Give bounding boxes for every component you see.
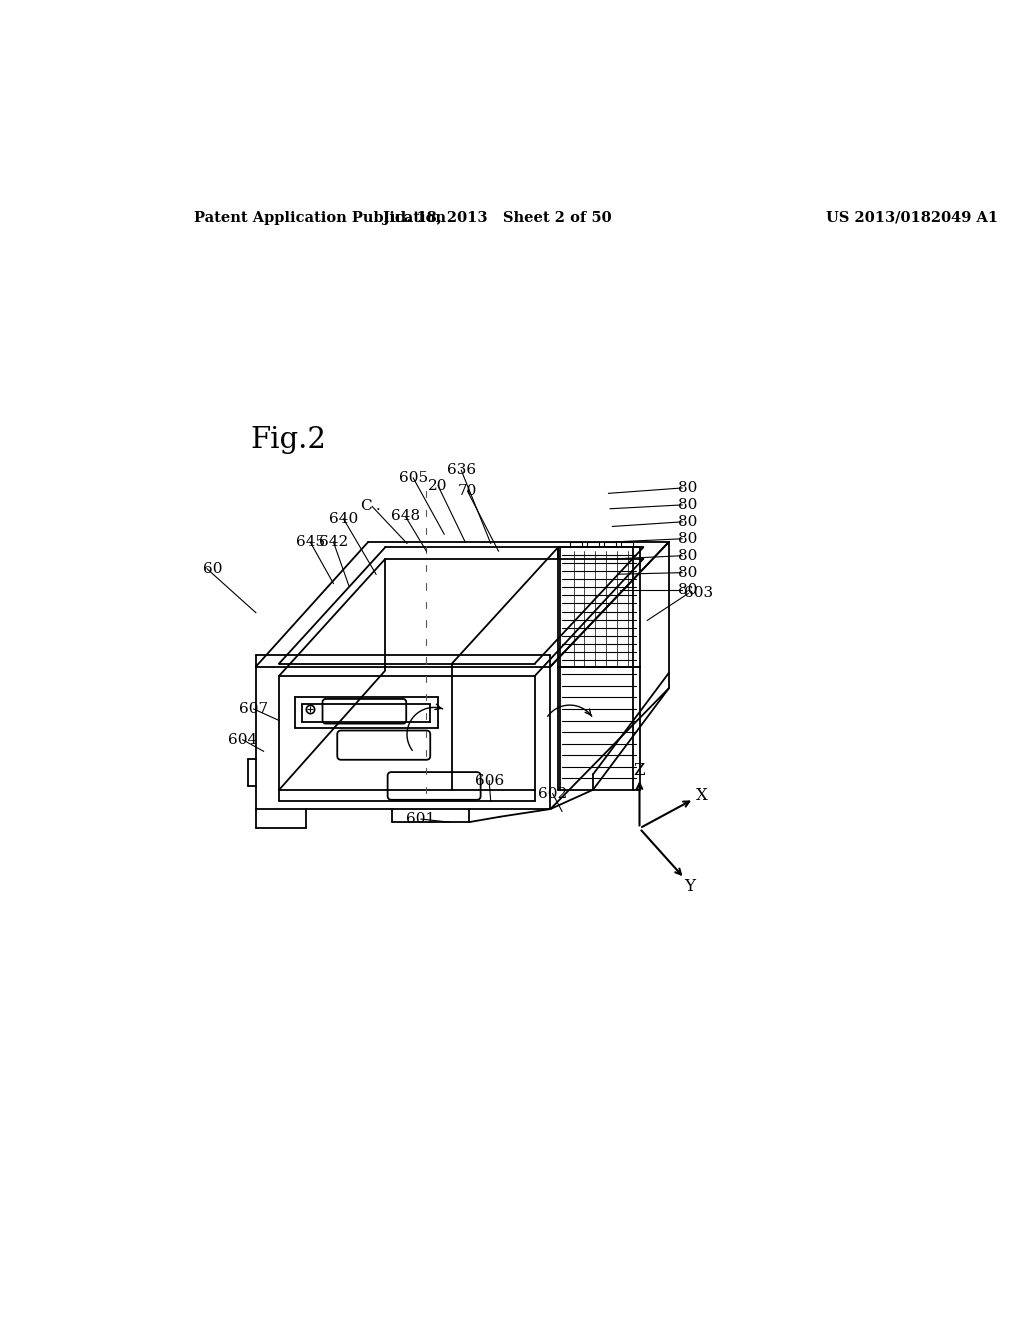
Text: 601: 601 [407,812,435,826]
Text: 648: 648 [391,510,420,524]
Text: Patent Application Publication: Patent Application Publication [194,211,445,224]
Text: 80: 80 [678,582,697,597]
Text: 604: 604 [228,733,257,747]
Text: 80: 80 [678,566,697,579]
Text: 645: 645 [296,535,325,549]
Text: 80: 80 [678,498,697,512]
Text: US 2013/0182049 A1: US 2013/0182049 A1 [825,211,997,224]
Text: 605: 605 [398,471,428,484]
Text: 80: 80 [678,549,697,562]
Text: 70: 70 [458,484,477,498]
Text: 60: 60 [203,562,222,576]
Text: 80: 80 [678,532,697,545]
Text: 602: 602 [538,787,567,801]
Text: X: X [695,788,708,804]
Text: Fig.2: Fig.2 [251,426,327,454]
Text: 603: 603 [684,586,714,601]
Text: 20: 20 [428,479,447,492]
Text: 607: 607 [239,702,268,715]
Text: C: C [360,499,372,513]
Text: 636: 636 [446,463,476,478]
Text: 80: 80 [678,515,697,529]
Text: Jul. 18, 2013   Sheet 2 of 50: Jul. 18, 2013 Sheet 2 of 50 [383,211,611,224]
Text: Z: Z [634,762,645,779]
Text: 642: 642 [318,535,348,549]
Text: .: . [376,499,381,513]
Text: Y: Y [684,878,695,895]
Text: 606: 606 [474,774,504,788]
Text: 80: 80 [678,480,697,495]
Text: 640: 640 [329,512,358,525]
